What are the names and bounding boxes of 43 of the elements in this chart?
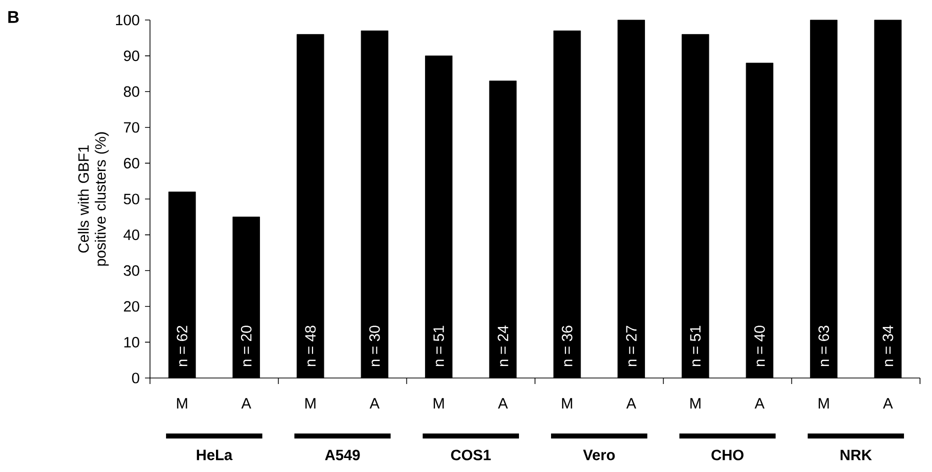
annotation: n = 40	[754, 326, 765, 366]
annotation: n = 20	[240, 326, 252, 366]
text: Vero	[583, 450, 615, 460]
x-tick-label: A	[754, 398, 765, 408]
annotation: n = 63	[818, 326, 830, 366]
x-tick-label: M	[305, 398, 316, 408]
x-tick-label: A	[370, 398, 380, 408]
text: A549	[325, 450, 360, 460]
y-tick-label: 80	[124, 86, 140, 97]
annotation: n = 34	[882, 326, 894, 366]
x-tick-label: M	[434, 398, 444, 408]
annotation: n = 51	[690, 326, 701, 366]
x-tick-label: M	[818, 398, 829, 408]
y-tick-label: 90	[124, 50, 140, 62]
annotation: n = 30	[369, 326, 380, 366]
x-tick-label: M	[562, 398, 572, 408]
x-tick-label: M	[690, 398, 700, 408]
y-tick-label: 100	[116, 14, 140, 26]
x-tick-label: A	[241, 398, 252, 408]
y-axis-title: Cells with GBF1 positive clusters (%)	[78, 132, 109, 266]
y-tick-label: 10	[124, 336, 140, 348]
annotation: n = 51	[434, 326, 444, 366]
annotation: n = 62	[176, 326, 188, 366]
y-tick-label: 40	[124, 230, 140, 240]
x-tick-label: A	[498, 398, 508, 408]
y-tick-label: 20	[124, 301, 140, 312]
x-tick-label: A	[626, 398, 636, 408]
x-tick-label: A	[882, 398, 893, 408]
text: HeLa	[196, 450, 233, 460]
text: CHO	[712, 450, 744, 460]
annotation: n = 36	[562, 326, 572, 366]
y-tick-label: 60	[124, 158, 140, 168]
text: B	[8, 11, 19, 23]
y-tick-label: 0	[132, 372, 140, 384]
y-tick-label: 50	[124, 194, 140, 204]
annotation: n = 27	[626, 326, 636, 366]
text: COS1	[451, 450, 491, 460]
y-tick-label: 70	[124, 122, 140, 133]
x-tick-label: M	[177, 398, 188, 408]
y-tick-label: 30	[124, 265, 140, 276]
annotation: n = 48	[305, 326, 316, 366]
annotation: n = 24	[498, 326, 508, 366]
text: NRK	[840, 450, 872, 460]
